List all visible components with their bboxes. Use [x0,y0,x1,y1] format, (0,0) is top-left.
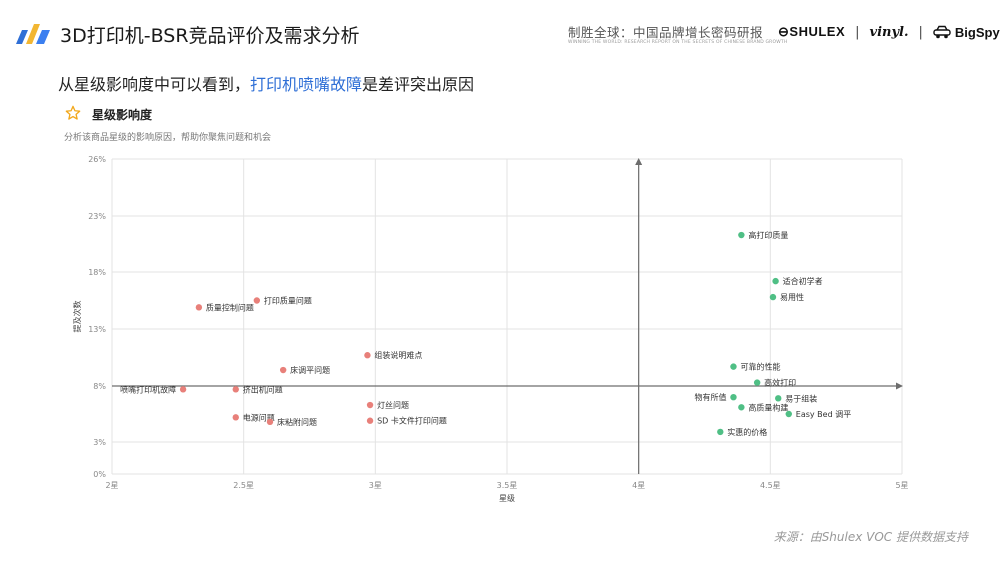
shulex-logo-text: SHULEX [789,24,846,39]
negative-point-label: 电源问题 [243,412,275,422]
y-tick-label: 18% [88,268,106,277]
y-axis-title: 提及次数 [72,301,82,333]
positive-point-label: 可靠的性能 [740,362,780,372]
negative-data-point [253,297,261,304]
positive-data-point [753,379,761,386]
negative-point-label: 床粘附问题 [277,417,317,427]
bigspy-logo: BigSpy [933,25,1000,40]
subtitle-suffix: 是差评突出原因 [362,75,475,94]
positive-point-label: 适合初学者 [783,276,823,286]
positive-point-label: 高效打印 [764,378,796,388]
x-tick-label: 2.5星 [233,481,254,490]
positive-data-point [785,410,792,418]
positive-data-point [730,394,737,401]
y-tick-label: 26% [88,155,106,164]
positive-data-point [769,293,777,301]
negative-data-point [279,366,287,374]
negative-point-label: 喷嘴打印机故障 [120,384,176,394]
positive-point-label: 高质量构建 [748,402,788,412]
negative-point-label: 组装说明难点 [374,350,422,360]
card-description: 分析该商品星级的影响原因，帮助你聚焦问题和机会 [64,133,272,143]
y-tick-label: 3% [93,438,106,447]
vinyl-logo: vinyl. [869,24,909,40]
y-tick-label: 23% [88,212,106,221]
positive-data-point [772,277,779,285]
x-tick-label: 5星 [895,481,908,490]
negative-data-point [366,417,374,424]
negative-data-point [232,386,239,393]
star-icon [65,105,81,120]
negative-point-label: 床调平问题 [290,365,330,375]
negative-point-label: 挤出机问题 [243,384,283,394]
source-note: 来源：由Shulex VOC 提供数据支持 [773,530,968,544]
positive-data-point [738,404,745,411]
x-tick-label: 2星 [105,481,118,490]
positive-data-point [738,231,745,239]
shulex-logo-mark: ⊖ [778,24,790,39]
negative-data-point [364,352,371,359]
x-tick-label: 4.5星 [760,481,781,490]
x-tick-label: 3星 [369,481,382,490]
report-logo-icon [16,24,50,44]
negative-data-point [195,304,203,311]
positive-point-label: Easy Bed 调平 [796,410,851,419]
y-tick-label: 0% [93,470,106,479]
report-tagline-english: WINNING THE WORLD: RESEARCH REPORT ON TH… [568,40,788,45]
positive-data-point [730,363,737,370]
negative-point-label: SD 卡文件打印问题 [377,416,447,426]
report-tagline: 制胜全球：中国品牌增长密码研报 [568,25,764,40]
positive-point-label: 实惠的价格 [727,427,767,437]
y-tick-label: 8% [93,382,106,391]
negative-data-point [179,386,187,393]
shulex-logo: ⊖SHULEX [778,24,845,40]
bigspy-logo-text: BigSpy [954,24,1000,40]
x-axis-title: 星级 [499,493,515,503]
quadrant-x-arrow [896,382,903,390]
negative-point-label: 质量控制问题 [206,302,254,312]
x-tick-label: 4星 [632,481,645,490]
insight-subtitle: 从星级影响度中可以看到，打印机喷嘴故障是差评突出原因 [58,71,474,95]
negative-data-point [366,401,374,409]
bigspy-car-icon [933,25,951,39]
positive-data-point [775,395,782,402]
negative-data-point [266,418,274,426]
positive-point-label: 物有所值 [694,392,726,402]
brand-logos: ⊖SHULEX | vinyl. | BigSpy [778,24,1000,40]
subtitle-prefix: 从星级影响度中可以看到， [58,75,251,94]
brand-separator: | [855,24,860,40]
negative-data-point [232,414,239,421]
positive-point-label: 高打印质量 [748,230,788,240]
quadrant-y-arrow [635,158,643,165]
positive-data-point [717,428,724,436]
negative-point-label: 打印质量问题 [264,296,312,306]
y-tick-label: 13% [88,325,106,334]
positive-point-label: 易于组装 [785,393,817,403]
negative-point-label: 灯丝问题 [377,400,409,410]
x-tick-label: 3.5星 [497,481,518,490]
subtitle-highlight: 打印机喷嘴故障 [250,75,363,94]
brand-separator: | [918,24,923,40]
card-title: 星级影响度 [92,108,153,122]
page-title: 3D打印机-BSR竞品评价及需求分析 [60,25,360,47]
positive-point-label: 易用性 [780,292,804,302]
